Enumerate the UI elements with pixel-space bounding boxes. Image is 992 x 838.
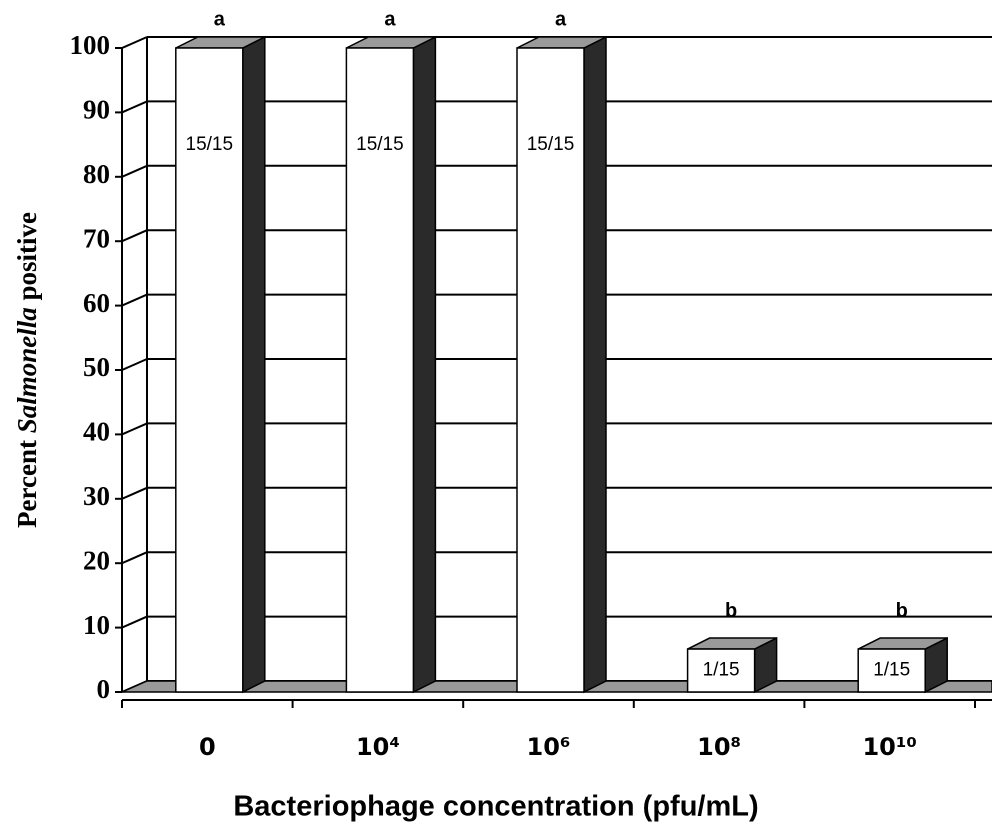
- grid-line-side: [121, 615, 148, 629]
- value-label: 15/15: [186, 134, 234, 155]
- bar-side: [412, 35, 437, 694]
- y-tick-label: 100: [70, 30, 111, 60]
- y-tick-label: 30: [83, 481, 110, 511]
- grid-line-side: [121, 36, 148, 49]
- y-tick-label: 0: [97, 674, 111, 704]
- annotation: a: [555, 8, 567, 30]
- bar: [345, 47, 415, 693]
- y-label-part: Salmonella: [12, 307, 42, 433]
- y-tick-label: 40: [83, 417, 110, 447]
- grid-line-side: [121, 551, 148, 565]
- y-tick-label: 60: [83, 288, 110, 318]
- value-label: 15/15: [527, 134, 575, 155]
- y-tick-label: 50: [83, 352, 110, 382]
- bar-side: [583, 35, 607, 694]
- x-axis-label: Bacteriophage concentration (pfu/mL): [233, 791, 758, 823]
- annotation: a: [384, 8, 396, 30]
- value-label: 1/15: [873, 660, 910, 681]
- y-axis-label: Percent Salmonella positive: [12, 212, 42, 528]
- y-label-part: positive: [12, 212, 42, 307]
- grid-line-side: [121, 293, 148, 307]
- y-tick-label: 10: [83, 610, 110, 640]
- annotation: b: [725, 600, 737, 622]
- grid-line-side: [121, 100, 148, 114]
- bar: [857, 648, 926, 693]
- x-tick-label: 10¹⁰: [862, 733, 916, 761]
- y-tick-label: 20: [83, 545, 110, 575]
- value-label: 1/15: [703, 660, 740, 681]
- x-tick-label: 0: [199, 733, 216, 761]
- y-label-part: Percent: [12, 433, 42, 528]
- x-tick-label: 10⁴: [356, 733, 400, 761]
- bar: [175, 47, 244, 693]
- x-tick-label: 10⁸: [697, 733, 741, 761]
- bar-side: [242, 35, 266, 694]
- y-tick-label: 90: [83, 95, 110, 125]
- y-tick-label: 70: [83, 223, 110, 253]
- grid-line-side: [121, 358, 148, 371]
- annotation: b: [896, 600, 908, 622]
- y-tick-label: 80: [83, 159, 110, 189]
- bar: [686, 648, 756, 693]
- grid-line-side: [121, 486, 148, 500]
- grid-line-side: [121, 422, 148, 436]
- grid-line-side: [121, 229, 148, 243]
- grid-line-side: [121, 164, 148, 178]
- x-tick-label: 10⁶: [527, 733, 571, 761]
- bar: [516, 47, 585, 693]
- annotation: a: [214, 8, 226, 30]
- value-label: 15/15: [356, 134, 404, 155]
